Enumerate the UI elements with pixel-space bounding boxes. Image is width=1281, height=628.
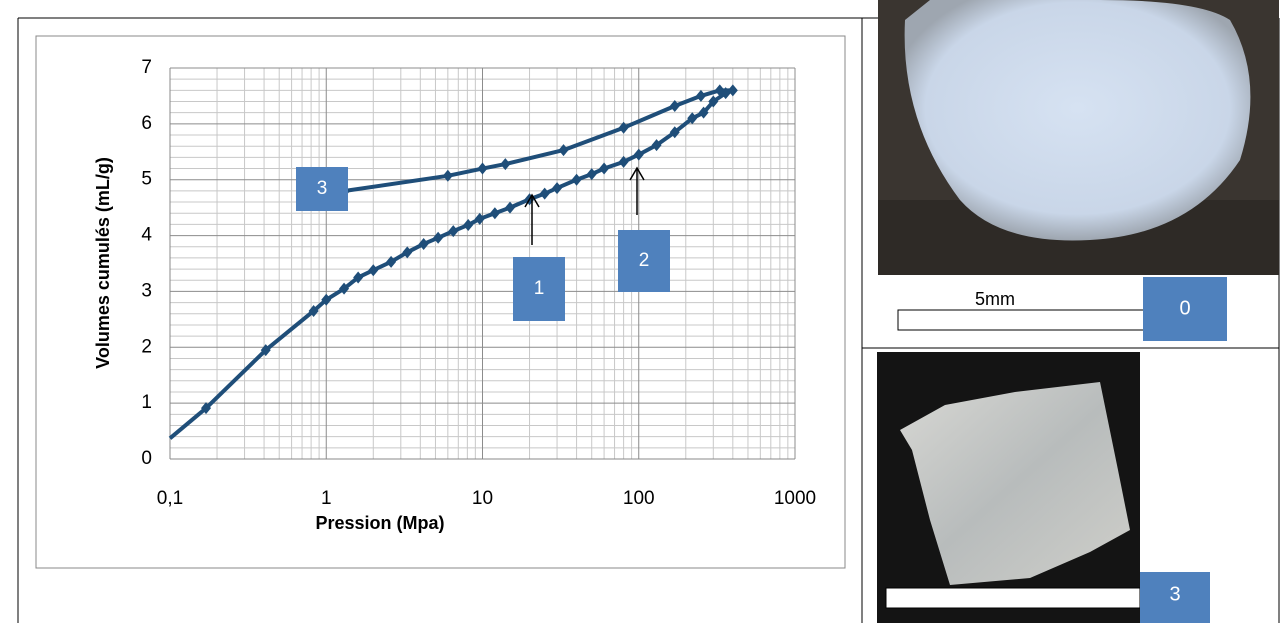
annotation-box xyxy=(513,257,565,321)
y-tick-label: 6 xyxy=(141,113,152,134)
data-point xyxy=(433,231,444,244)
data-point xyxy=(599,162,610,175)
tag-label: 0 xyxy=(1179,297,1190,319)
x-axis-label: Pression (Mpa) xyxy=(315,513,444,533)
data-point xyxy=(500,158,511,171)
annotation-label: 3 xyxy=(317,178,328,199)
data-point xyxy=(586,168,597,181)
data-point xyxy=(353,271,364,284)
data-point xyxy=(402,246,413,259)
annotation-label: 1 xyxy=(534,278,545,299)
data-point xyxy=(633,148,644,161)
data-point xyxy=(618,155,629,168)
annotation-box xyxy=(296,167,348,211)
y-tick-label: 3 xyxy=(141,280,152,301)
data-point xyxy=(695,89,706,102)
data-point xyxy=(474,212,485,225)
scale-bar xyxy=(897,309,1161,331)
tag-box xyxy=(1140,572,1210,623)
series-stub xyxy=(168,406,208,440)
tag-label: 3 xyxy=(1169,583,1180,605)
data-point xyxy=(489,207,500,220)
x-tick-label: 100 xyxy=(623,488,655,509)
x-tick-label: 10 xyxy=(472,488,493,509)
data-point xyxy=(558,144,569,157)
y-axis-label: Volumes cumulés (mL/g) xyxy=(93,157,113,369)
x-tick-label: 1000 xyxy=(774,488,816,509)
x-tick-label: 1 xyxy=(321,488,332,509)
data-point xyxy=(714,84,725,97)
data-point xyxy=(339,282,350,295)
arrow-head xyxy=(629,166,645,181)
data-point xyxy=(463,218,474,231)
data-point xyxy=(368,264,379,277)
data-point xyxy=(505,201,516,214)
data-point xyxy=(418,237,429,250)
photo-sample xyxy=(900,382,1130,585)
data-point xyxy=(552,182,563,195)
data-point xyxy=(669,126,680,139)
y-tick-label: 4 xyxy=(141,225,152,246)
y-tick-label: 2 xyxy=(141,336,152,357)
data-point xyxy=(539,187,550,200)
data-point xyxy=(308,304,319,317)
tag-box xyxy=(1143,277,1227,341)
data-point xyxy=(698,106,709,119)
data-point xyxy=(651,139,662,152)
data-point xyxy=(727,84,738,97)
data-point xyxy=(477,162,488,175)
y-tick-label: 0 xyxy=(141,448,152,469)
y-tick-label: 1 xyxy=(141,392,152,413)
x-tick-label: 0,1 xyxy=(157,488,183,509)
data-point xyxy=(201,402,212,415)
data-point xyxy=(669,99,680,112)
scale-label: 5mm xyxy=(975,289,1015,309)
data-point xyxy=(687,112,698,125)
data-point xyxy=(448,225,459,238)
data-point xyxy=(618,121,629,134)
data-point xyxy=(260,344,271,357)
arrow-head xyxy=(524,193,540,208)
data-point xyxy=(386,255,397,268)
data-point xyxy=(708,95,719,108)
y-tick-label: 7 xyxy=(141,57,152,78)
annotation-box xyxy=(618,230,670,292)
y-tick-label: 5 xyxy=(141,169,152,190)
annotation-label: 2 xyxy=(639,250,650,271)
data-point xyxy=(442,169,453,182)
data-point xyxy=(321,293,332,306)
scale-bar xyxy=(885,587,1141,609)
chart-frame xyxy=(35,35,846,569)
data-point xyxy=(571,173,582,186)
photo-sample xyxy=(904,0,1251,241)
series-line xyxy=(204,88,735,410)
